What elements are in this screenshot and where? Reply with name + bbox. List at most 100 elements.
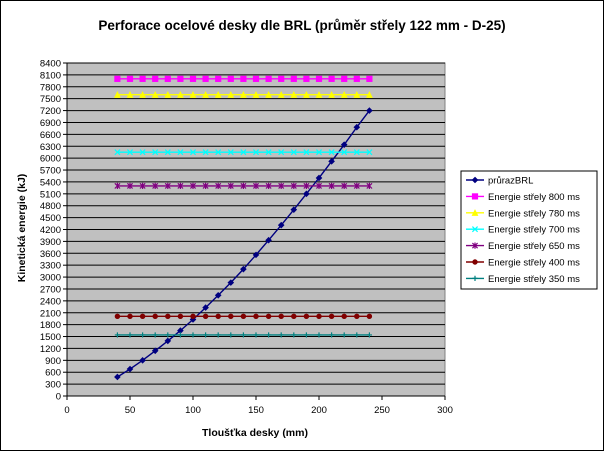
data-point (215, 313, 221, 320)
data-point (365, 90, 373, 98)
data-point (290, 206, 298, 213)
data-point (139, 357, 146, 364)
data-point (253, 332, 259, 338)
data-point (126, 149, 134, 156)
legend-item: Energie střely 650 ms (466, 241, 580, 252)
y-tick-label: 3900 (40, 237, 61, 248)
data-point (177, 75, 184, 82)
data-point (214, 90, 222, 98)
series-1 (114, 107, 373, 381)
data-point (366, 182, 373, 189)
data-point (265, 75, 272, 82)
data-point (291, 313, 297, 320)
y-tick-label: 600 (45, 368, 61, 379)
data-point (353, 149, 360, 156)
data-point (302, 90, 310, 98)
legend-item: Energie střely 700 ms (466, 225, 580, 236)
y-tick-label: 2100 (40, 308, 61, 319)
y-tick-label: 1500 (40, 332, 61, 343)
y-tick-label: 3600 (40, 249, 61, 260)
data-point (227, 149, 234, 156)
data-point (315, 75, 323, 82)
data-point (265, 182, 272, 189)
data-point (228, 332, 234, 338)
data-point (139, 313, 146, 320)
data-point (303, 182, 310, 189)
data-point (114, 332, 120, 338)
y-tick-label: 6900 (40, 118, 61, 129)
series-2 (114, 75, 373, 82)
data-point (366, 75, 373, 82)
data-point (471, 193, 479, 200)
data-point (353, 182, 360, 189)
data-point (126, 182, 134, 189)
data-point (139, 182, 146, 189)
data-point (152, 149, 159, 156)
data-point (252, 251, 260, 259)
y-tick-label: 900 (45, 356, 61, 367)
y-tick-label: 2400 (40, 296, 61, 307)
data-point (303, 190, 310, 198)
y-axis-label: Kinetická energie (kJ) (16, 174, 28, 283)
data-point (341, 332, 347, 338)
data-point (252, 182, 260, 189)
data-point (165, 332, 171, 338)
y-tick-label: 5400 (40, 177, 61, 188)
data-point (315, 174, 323, 182)
x-tick-label: 50 (125, 405, 136, 416)
data-point (113, 90, 121, 98)
data-point (239, 90, 247, 98)
data-point (366, 149, 373, 156)
y-tick-label: 6000 (40, 154, 61, 165)
data-point (215, 332, 221, 338)
x-tick-label: 100 (185, 405, 201, 416)
data-point (291, 332, 297, 338)
data-point (354, 332, 360, 338)
data-point (202, 90, 210, 98)
data-point (126, 365, 134, 373)
data-point (164, 75, 171, 82)
data-point (265, 313, 272, 320)
data-point (472, 259, 478, 265)
legend-label: Energie střely 650 ms (488, 241, 580, 252)
y-tick-label: 7800 (40, 82, 61, 93)
data-point (190, 332, 196, 338)
data-point (126, 90, 134, 98)
data-point (114, 313, 121, 320)
data-point (139, 75, 146, 82)
data-point (189, 90, 197, 98)
data-point (265, 90, 273, 98)
data-point (471, 209, 479, 216)
data-point (202, 75, 209, 82)
data-point (353, 123, 361, 131)
data-point (278, 313, 284, 320)
y-tick-label: 8400 (40, 59, 61, 70)
x-tick-label: 0 (64, 405, 69, 416)
data-point (252, 90, 260, 98)
y-tick-label: 8100 (40, 70, 61, 81)
legend-label: Energie střely 350 ms (488, 274, 580, 285)
y-tick-label: 4500 (40, 213, 61, 224)
y-tick-label: 4800 (40, 201, 61, 212)
data-point (114, 149, 121, 156)
legend-label: Energie střely 700 ms (488, 225, 580, 236)
data-point (290, 149, 297, 156)
data-point (290, 90, 298, 98)
data-point (290, 75, 297, 82)
legend-box (460, 170, 598, 290)
data-point (152, 313, 158, 320)
data-point (354, 313, 360, 320)
data-point (114, 373, 121, 381)
data-point (228, 313, 234, 320)
y-tick-label: 4200 (40, 225, 61, 236)
data-point (152, 75, 159, 82)
data-point (202, 149, 209, 156)
legend-item: Energie střely 400 ms (466, 258, 580, 269)
x-axis-label: Tloušťka desky (mm) (202, 427, 308, 439)
y-tick-label: 0 (56, 392, 61, 403)
data-point (189, 316, 197, 323)
data-point (328, 90, 336, 98)
data-point (315, 182, 323, 189)
data-point (366, 107, 373, 114)
